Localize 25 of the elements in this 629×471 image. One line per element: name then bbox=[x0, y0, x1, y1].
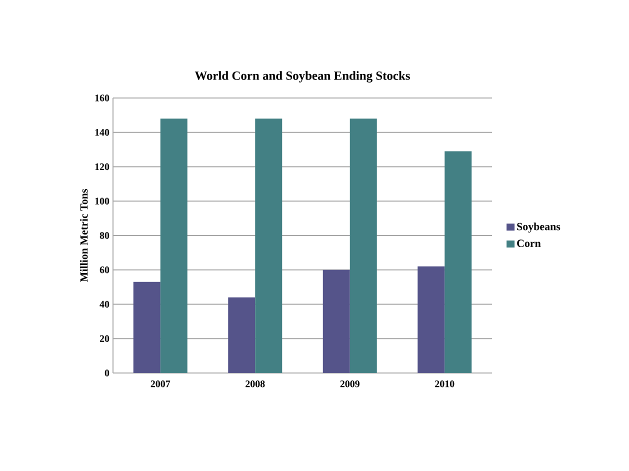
bar bbox=[350, 118, 377, 373]
y-tick-label: 60 bbox=[100, 266, 110, 274]
legend-label: Soybeans bbox=[517, 222, 560, 233]
x-tick-label: 2007 bbox=[150, 380, 170, 388]
y-axis-title: Million Metric Tons bbox=[80, 189, 88, 282]
y-tick-label: 160 bbox=[95, 94, 110, 102]
y-tick-label: 100 bbox=[95, 198, 110, 204]
legend-label: Corn bbox=[517, 240, 541, 248]
y-tick-label: 140 bbox=[95, 129, 110, 136]
y-tick-label: 80 bbox=[100, 232, 110, 239]
bar bbox=[160, 118, 188, 373]
x-tick-label: 2010 bbox=[435, 380, 454, 388]
x-tick-label: 2009 bbox=[340, 380, 360, 388]
bar bbox=[322, 270, 350, 373]
chart-title: World Corn and Soybean Ending Stocks bbox=[194, 71, 410, 82]
bar bbox=[418, 266, 445, 373]
bar bbox=[255, 118, 282, 373]
y-tick-label: 0 bbox=[104, 370, 110, 376]
bar bbox=[444, 151, 472, 373]
y-tick-label: 20 bbox=[100, 335, 110, 342]
bar bbox=[228, 297, 256, 373]
bar bbox=[133, 282, 160, 373]
y-tick-label: 120 bbox=[95, 163, 110, 170]
y-tick-label: 40 bbox=[100, 300, 110, 308]
x-tick-label: 2008 bbox=[246, 380, 265, 388]
